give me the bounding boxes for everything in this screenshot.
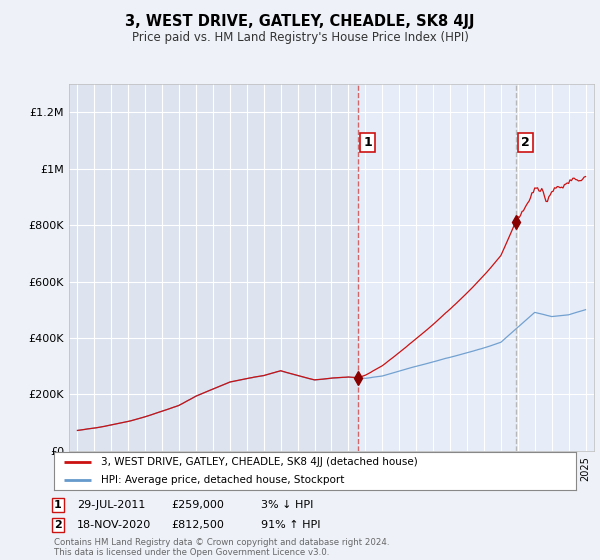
Text: HPI: Average price, detached house, Stockport: HPI: Average price, detached house, Stoc… (101, 475, 344, 485)
Text: 1: 1 (363, 136, 372, 149)
Text: 1: 1 (54, 500, 62, 510)
Text: 3% ↓ HPI: 3% ↓ HPI (261, 500, 313, 510)
Text: 29-JUL-2011: 29-JUL-2011 (77, 500, 145, 510)
Text: Price paid vs. HM Land Registry's House Price Index (HPI): Price paid vs. HM Land Registry's House … (131, 31, 469, 44)
Text: 91% ↑ HPI: 91% ↑ HPI (261, 520, 320, 530)
Text: 2: 2 (54, 520, 62, 530)
Bar (358, 84, 600, 451)
Text: 18-NOV-2020: 18-NOV-2020 (77, 520, 151, 530)
Text: 2: 2 (521, 136, 530, 149)
Text: £812,500: £812,500 (171, 520, 224, 530)
Text: Contains HM Land Registry data © Crown copyright and database right 2024.
This d: Contains HM Land Registry data © Crown c… (54, 538, 389, 557)
Text: 3, WEST DRIVE, GATLEY, CHEADLE, SK8 4JJ (detached house): 3, WEST DRIVE, GATLEY, CHEADLE, SK8 4JJ … (101, 457, 418, 467)
Text: 3, WEST DRIVE, GATLEY, CHEADLE, SK8 4JJ: 3, WEST DRIVE, GATLEY, CHEADLE, SK8 4JJ (125, 14, 475, 29)
Text: £259,000: £259,000 (171, 500, 224, 510)
